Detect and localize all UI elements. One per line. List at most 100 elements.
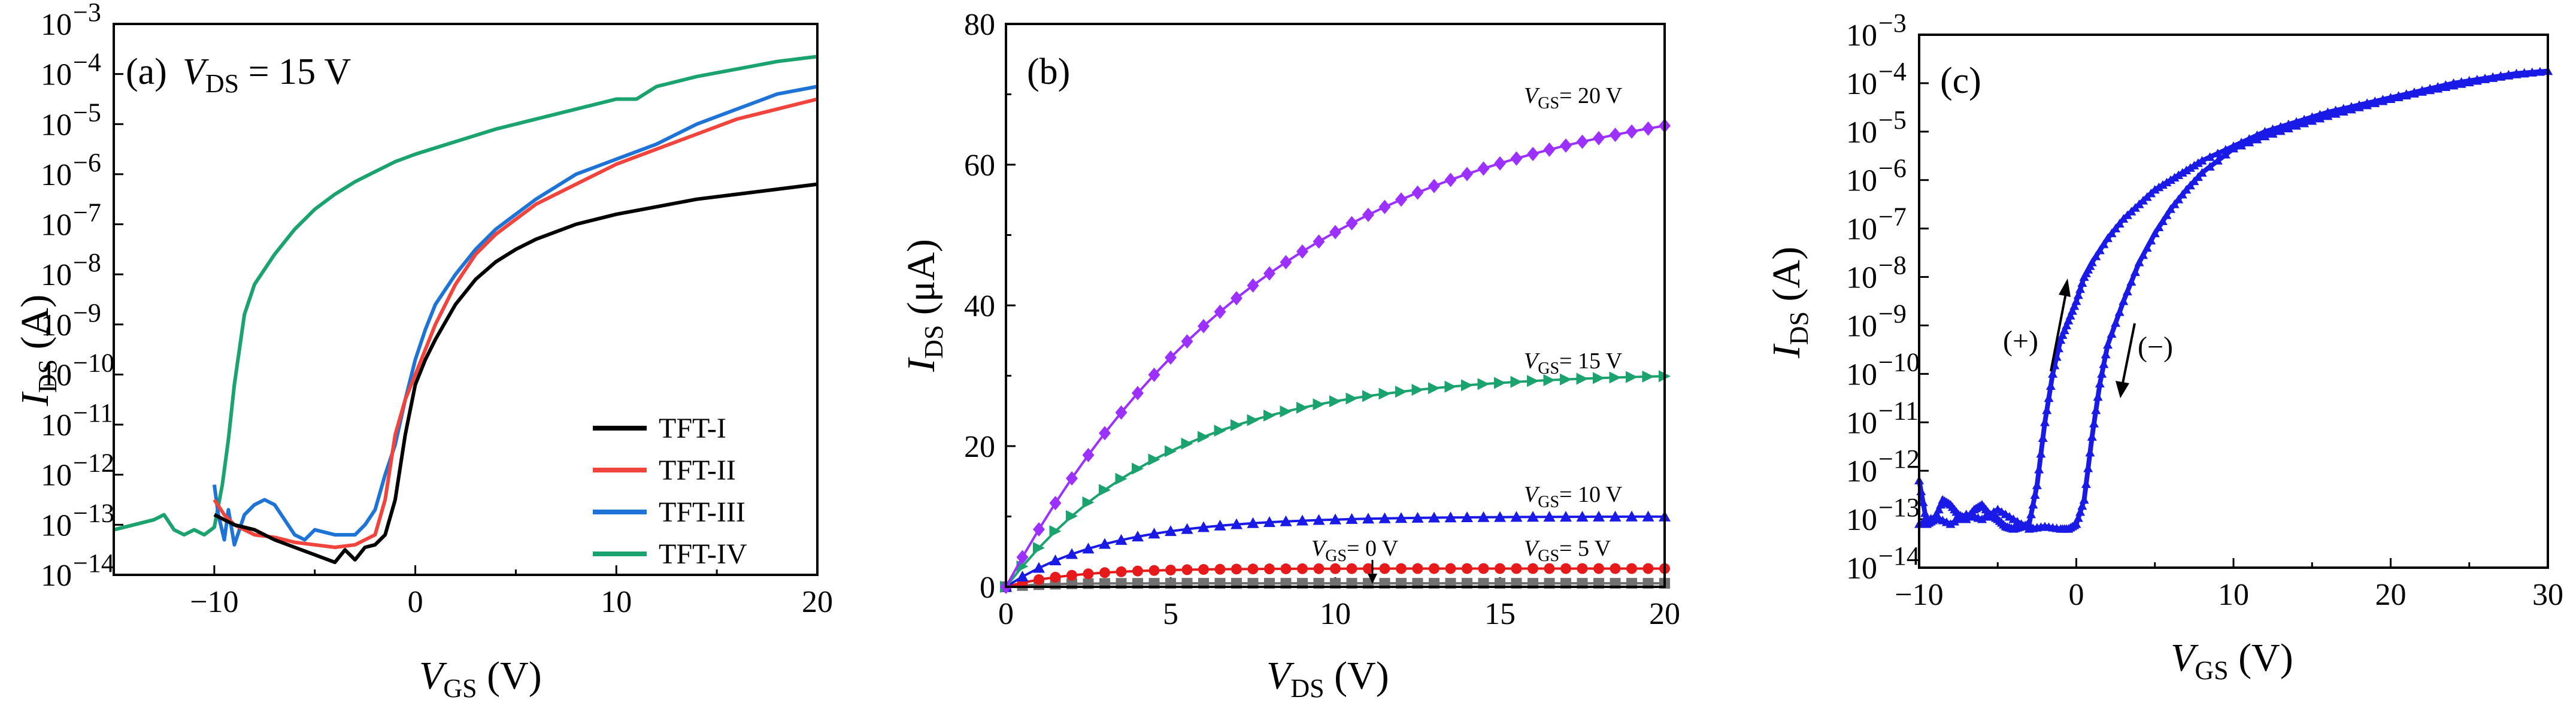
marker-vgs-20-v [1115,405,1128,420]
legend-label-tft-ii: TFT-II [659,454,736,486]
label-vgs-10: VGS= 10 V [1524,482,1623,511]
sweep-marker-reverse [2417,87,2427,96]
sweep-marker-forward [2062,320,2072,329]
marker-vgs-20-v [1247,278,1259,293]
marker-vgs-20-v [1016,550,1029,565]
sweep-marker-reverse [2464,77,2474,87]
sweep-marker-reverse [2122,286,2132,296]
marker-vgs-5-v [1116,566,1127,577]
sweep-marker-forward [2044,393,2054,402]
panel-a-ytick-label: 10 [41,459,72,493]
sweep-marker-forward [2091,252,2101,260]
marker-vgs-5-v [1445,563,1456,574]
panel-a-ytick-exponent: −7 [73,198,101,228]
marker-vgs-10-v [1395,512,1407,523]
sweep-marker-reverse [2008,514,2019,523]
marker-vgs-10-v [1016,571,1029,582]
marker-vgs-15-v [1411,384,1424,396]
marker-vgs-20-v [1049,496,1062,511]
sweep-marker-reverse [2260,131,2270,141]
sweep-marker-reverse [2496,72,2506,81]
sweep-marker-reverse [2330,109,2341,118]
sweep-marker-forward [1916,486,1926,495]
marker-vgs-10-v [1345,513,1358,524]
marker-vgs-5-v [1198,563,1209,575]
marker-vgs-10-v [1247,517,1259,528]
marker-vgs-10-v [1444,511,1457,523]
sweep-marker-reverse [2174,195,2184,204]
panel-c-ytick-exponent: −4 [1878,57,1907,86]
panel-c-xtick-label: 10 [2218,578,2249,612]
panel-c-ytick-label: 10 [1846,309,1877,343]
panel-b-frame [1005,23,1666,588]
marker-vgs-15-v [1626,371,1638,383]
marker-vgs-10-v [1411,511,1424,523]
panel-c-ytick-exponent: −9 [1878,299,1907,328]
marker-vgs-15-v [1576,372,1589,385]
marker-vgs-20-v [1395,192,1407,207]
sweep-marker-forward [2193,158,2203,167]
panel-c-ytick-label: 10 [1846,19,1877,53]
marker-vgs-20-v [1033,522,1045,537]
marker-vgs-5-v [1132,565,1143,577]
marker-vgs-5-v [1412,563,1423,574]
marker-vgs-5-v [1346,563,1357,574]
sweep-marker-reverse [2126,277,2136,286]
panel-b-ytick-label: 20 [964,430,995,464]
panel-a-ytick-exponent: −4 [73,48,101,77]
sweep-marker-forward [2189,160,2199,169]
sweep-marker-forward [2095,246,2105,254]
sweep-line-forward [1917,68,2548,532]
sweep-marker-reverse [2535,67,2545,76]
sweep-marker-forward [2150,184,2160,194]
marker-vgs-15-v [1477,378,1490,390]
sweep-marker-reverse [2189,176,2199,186]
panel-a-ytick-exponent: −3 [73,0,101,27]
panel-a-ytick-exponent: −9 [73,298,101,328]
legend-label-tft-i: TFT-I [659,413,726,444]
sweep-marker-reverse [2299,119,2310,128]
sweep-marker-reverse [2138,250,2148,259]
sweep-marker-reverse [2134,257,2144,266]
sweep-marker-reverse [2268,129,2278,138]
marker-vgs-5-v [1528,563,1538,574]
marker-vgs-5-v [1642,563,1654,574]
sweep-marker-reverse [2075,507,2086,516]
sweep-marker-forward [2036,449,2046,458]
panel-a-label: (a) [126,51,167,92]
sweep-marker-forward [2103,233,2113,243]
sweep-marker-reverse [2346,105,2356,114]
panel-a-xtick-label: 20 [802,585,833,619]
panel-c-xtick-label: 30 [2532,578,2563,612]
sweep-marker-forward [2065,311,2075,320]
marker-vgs-10-v [1593,510,1605,522]
panel-a-ylabel: IDS (A) [13,295,62,407]
panel-a-ytick-exponent: −8 [73,248,101,277]
sweep-marker-reverse [2166,204,2175,213]
panel-a-ytick-exponent: −5 [73,98,101,127]
sweep-marker-reverse [2354,102,2364,111]
sweep-marker-forward [2177,168,2187,177]
sweep-marker-reverse [2511,69,2522,78]
marker-vgs-10-v [1609,510,1622,522]
sweep-marker-reverse [2393,92,2404,101]
sweep-marker-reverse [2081,479,2091,488]
marker-vgs-20-v [1560,138,1572,153]
marker-vgs-5-v [1165,564,1176,575]
marker-vgs-5-v [1577,563,1588,574]
marker-vgs-5-v [1264,563,1275,575]
legend-label-tft-iv: TFT-IV [659,538,747,570]
marker-vgs-20-v [1198,319,1210,334]
marker-vgs-5-v [1148,565,1160,576]
sweep-marker-reverse [2162,210,2172,219]
marker-vgs-15-v [1296,401,1308,414]
marker-vgs-10-v [1329,513,1341,525]
panel-c-ytick-exponent: −11 [1878,396,1919,425]
marker-vgs-5-v [1363,563,1374,574]
marker-vgs-5-v [1034,574,1044,585]
marker-vgs-20-v [1313,234,1325,249]
marker-vgs-10-v [1214,519,1226,531]
marker-vgs-15-v [1148,453,1160,466]
marker-vgs-10-v [1527,511,1539,522]
